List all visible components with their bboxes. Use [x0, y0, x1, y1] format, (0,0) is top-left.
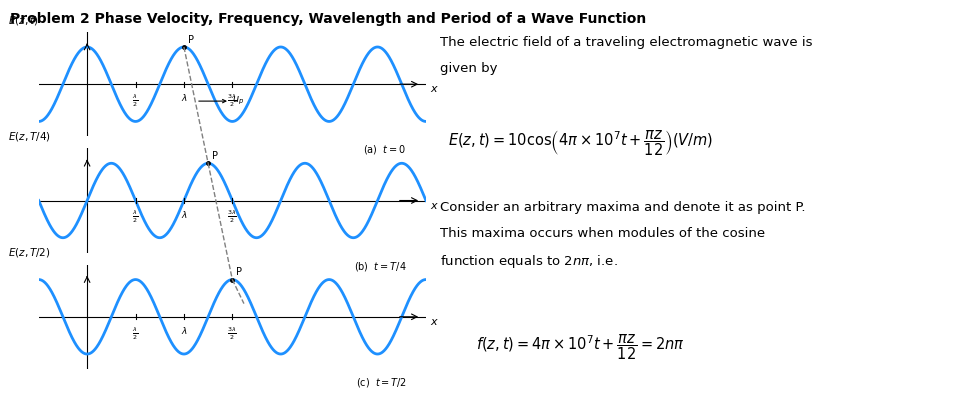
Text: $\frac{\lambda}{2}$: $\frac{\lambda}{2}$ — [133, 92, 138, 109]
Text: $\lambda$: $\lambda$ — [180, 92, 188, 103]
Text: P: P — [188, 34, 194, 45]
Text: $E(z,T/4)$: $E(z,T/4)$ — [8, 130, 50, 143]
Text: The electric field of a traveling electromagnetic wave is: The electric field of a traveling electr… — [440, 36, 813, 49]
Text: $\frac{3\lambda}{2}$: $\frac{3\lambda}{2}$ — [227, 325, 237, 342]
Text: function equals to $2n\pi$, i.e.: function equals to $2n\pi$, i.e. — [440, 253, 619, 269]
Text: This maxima occurs when modules of the cosine: This maxima occurs when modules of the c… — [440, 227, 766, 239]
Text: Problem 2 Phase Velocity, Frequency, Wavelength and Period of a Wave Function: Problem 2 Phase Velocity, Frequency, Wav… — [10, 12, 646, 26]
Text: $\frac{\lambda}{2}$: $\frac{\lambda}{2}$ — [133, 209, 138, 225]
Text: (a)  $t = 0$: (a) $t = 0$ — [364, 144, 407, 156]
Text: P: P — [236, 267, 242, 277]
Text: (b)  $t = T/4$: (b) $t = T/4$ — [354, 260, 407, 273]
Text: (c)  $t = T/2$: (c) $t = T/2$ — [355, 376, 407, 389]
Text: $\frac{3\lambda}{2}$: $\frac{3\lambda}{2}$ — [227, 92, 237, 109]
Text: $\frac{3\lambda}{2}$: $\frac{3\lambda}{2}$ — [227, 209, 237, 225]
Text: $\lambda$: $\lambda$ — [180, 325, 188, 336]
Text: $E(z,T/2)$: $E(z,T/2)$ — [8, 247, 50, 259]
Text: $E(z,t) = 10\cos\!\left(4\pi \times 10^7 t + \dfrac{\pi z}{12}\right)(V/m)$: $E(z,t) = 10\cos\!\left(4\pi \times 10^7… — [448, 128, 713, 158]
Text: $f(z,t) = 4\pi \times 10^7 t + \dfrac{\pi z}{12} = 2n\pi$: $f(z,t) = 4\pi \times 10^7 t + \dfrac{\p… — [476, 333, 685, 363]
Text: $u_p$: $u_p$ — [232, 95, 244, 107]
Text: given by: given by — [440, 62, 498, 75]
Text: P: P — [212, 151, 218, 161]
Text: $\lambda$: $\lambda$ — [180, 209, 188, 220]
Text: Consider an arbitrary maxima and denote it as point P.: Consider an arbitrary maxima and denote … — [440, 200, 806, 213]
Text: $x$: $x$ — [430, 201, 439, 211]
Text: $\frac{\lambda}{2}$: $\frac{\lambda}{2}$ — [133, 325, 138, 342]
Text: $E(z,t)$: $E(z,t)$ — [8, 14, 39, 27]
Text: $x$: $x$ — [430, 85, 439, 94]
Text: $x$: $x$ — [430, 317, 439, 327]
